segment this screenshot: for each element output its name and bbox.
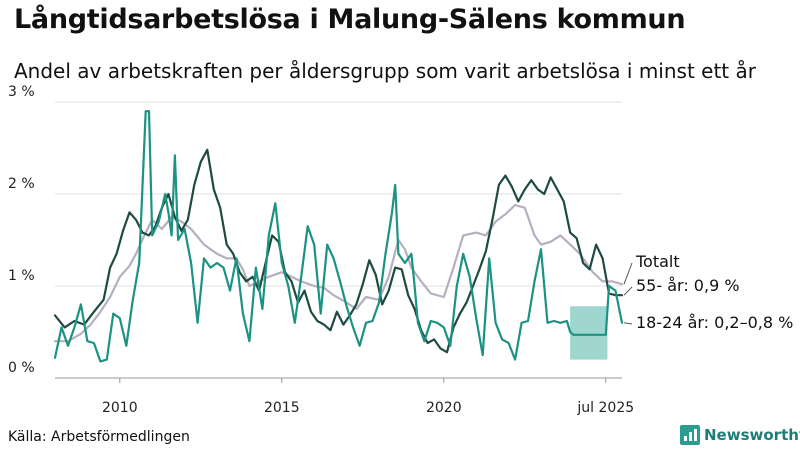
series-label-age55: 55- år: 0,9 % (636, 276, 740, 295)
chart-title: Långtidsarbetslösa i Malung-Sälens kommu… (14, 4, 686, 35)
y-tick-label: 0 % (8, 360, 35, 376)
series-label-layer: Totalt 55- år: 0,9 % 18-24 år: 0,2–0,8 % (623, 252, 793, 332)
newsworthy-icon (680, 425, 700, 445)
series-label-age18_24: 18-24 år: 0,2–0,8 % (636, 313, 793, 332)
series-line-age18_24 (53, 110, 624, 363)
grid-layer: 0 % 1 % 2 % 3 % 2010 2015 2020 jul 2025 (8, 84, 634, 416)
series-label-totalt: Totalt (635, 252, 680, 271)
label-leader-age18_24 (623, 322, 633, 325)
brand-logo: Newsworthy (680, 425, 800, 445)
uncertainty-band-layer (570, 306, 608, 360)
x-tick-label: 2010 (102, 400, 138, 416)
y-tick-label: 3 % (8, 84, 35, 100)
series-layer (53, 110, 624, 363)
label-leader-age55 (623, 286, 633, 296)
chart-subtitle: Andel av arbetskraften per åldersgrupp s… (14, 59, 756, 83)
x-tick-label: 2015 (264, 400, 300, 416)
label-leader-totalt (623, 262, 633, 285)
x-tick-label: jul 2025 (576, 400, 634, 416)
x-tick-label: 2020 (426, 400, 462, 416)
series-line-totalt (53, 203, 624, 343)
source-note: Källa: Arbetsförmedlingen (8, 429, 190, 445)
brand-name: Newsworthy (704, 426, 800, 444)
y-tick-label: 1 % (8, 268, 35, 284)
y-tick-label: 2 % (8, 176, 35, 192)
uncertainty-band-18-24 (570, 306, 608, 360)
